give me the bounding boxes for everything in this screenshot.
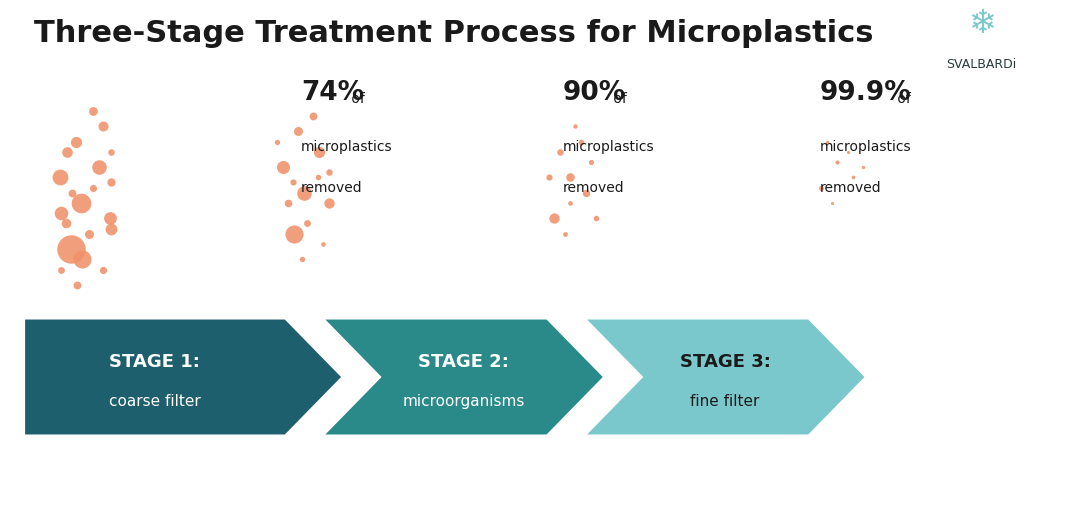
Point	[102, 148, 119, 156]
Polygon shape	[584, 318, 866, 436]
Text: microplastics: microplastics	[301, 140, 393, 154]
Point	[309, 173, 326, 181]
Point	[58, 148, 76, 156]
Point	[582, 158, 599, 166]
Point	[67, 137, 84, 146]
Point	[321, 168, 338, 177]
Point	[285, 229, 302, 238]
Point	[284, 178, 301, 186]
Point	[314, 240, 332, 248]
Point	[854, 163, 872, 171]
Text: STAGE 1:: STAGE 1:	[109, 353, 200, 371]
Text: STAGE 2:: STAGE 2:	[418, 353, 509, 371]
Text: ❄: ❄	[968, 7, 996, 40]
Text: microplastics: microplastics	[820, 140, 910, 154]
Point	[72, 199, 90, 207]
Text: removed: removed	[820, 181, 881, 195]
Point	[294, 255, 311, 264]
Point	[63, 245, 80, 253]
Point	[556, 229, 573, 238]
Point	[541, 173, 558, 181]
Point	[95, 265, 112, 274]
Point	[64, 189, 81, 197]
Point	[588, 214, 605, 222]
Point	[839, 148, 856, 156]
Point	[53, 209, 70, 218]
Point	[84, 107, 102, 115]
Text: 99.9%: 99.9%	[820, 80, 912, 106]
Point	[73, 255, 91, 264]
Point	[562, 173, 579, 181]
Point	[828, 158, 846, 166]
Point	[289, 127, 307, 135]
Text: Three-Stage Treatment Process for Microplastics: Three-Stage Treatment Process for Microp…	[35, 19, 874, 48]
Point	[551, 148, 568, 156]
Point	[68, 281, 85, 289]
Point	[823, 199, 840, 207]
Point	[545, 214, 563, 222]
Point	[562, 199, 579, 207]
Point	[80, 229, 97, 238]
Text: 74%: 74%	[301, 80, 364, 106]
Point	[818, 137, 835, 146]
Point	[53, 265, 70, 274]
Point	[91, 163, 108, 171]
Text: of: of	[347, 92, 365, 106]
Point	[845, 173, 862, 181]
Text: of: of	[609, 92, 626, 106]
Point	[279, 199, 296, 207]
Point	[274, 163, 292, 171]
Point	[84, 183, 102, 192]
Text: fine filter: fine filter	[690, 394, 760, 409]
Point	[572, 137, 590, 146]
Text: STAGE 3:: STAGE 3:	[679, 353, 770, 371]
Point	[296, 189, 313, 197]
Point	[57, 219, 75, 227]
Text: SVALBARDi: SVALBARDi	[946, 58, 1016, 71]
Text: of: of	[892, 92, 910, 106]
Point	[100, 214, 118, 222]
Point	[269, 137, 286, 146]
Point	[102, 178, 119, 186]
Point	[52, 173, 69, 181]
Point	[813, 183, 831, 192]
Text: removed: removed	[563, 181, 624, 195]
Text: microorganisms: microorganisms	[402, 394, 525, 409]
Polygon shape	[24, 318, 343, 436]
Point	[95, 122, 112, 131]
Text: coarse filter: coarse filter	[109, 394, 201, 409]
Point	[310, 148, 327, 156]
Point	[303, 112, 321, 120]
Point	[577, 189, 594, 197]
Point	[567, 122, 584, 131]
Point	[102, 224, 119, 233]
Text: 90%: 90%	[563, 80, 626, 106]
Polygon shape	[322, 318, 605, 436]
Text: microplastics: microplastics	[563, 140, 654, 154]
Text: removed: removed	[301, 181, 363, 195]
Point	[321, 199, 338, 207]
Point	[299, 219, 316, 227]
